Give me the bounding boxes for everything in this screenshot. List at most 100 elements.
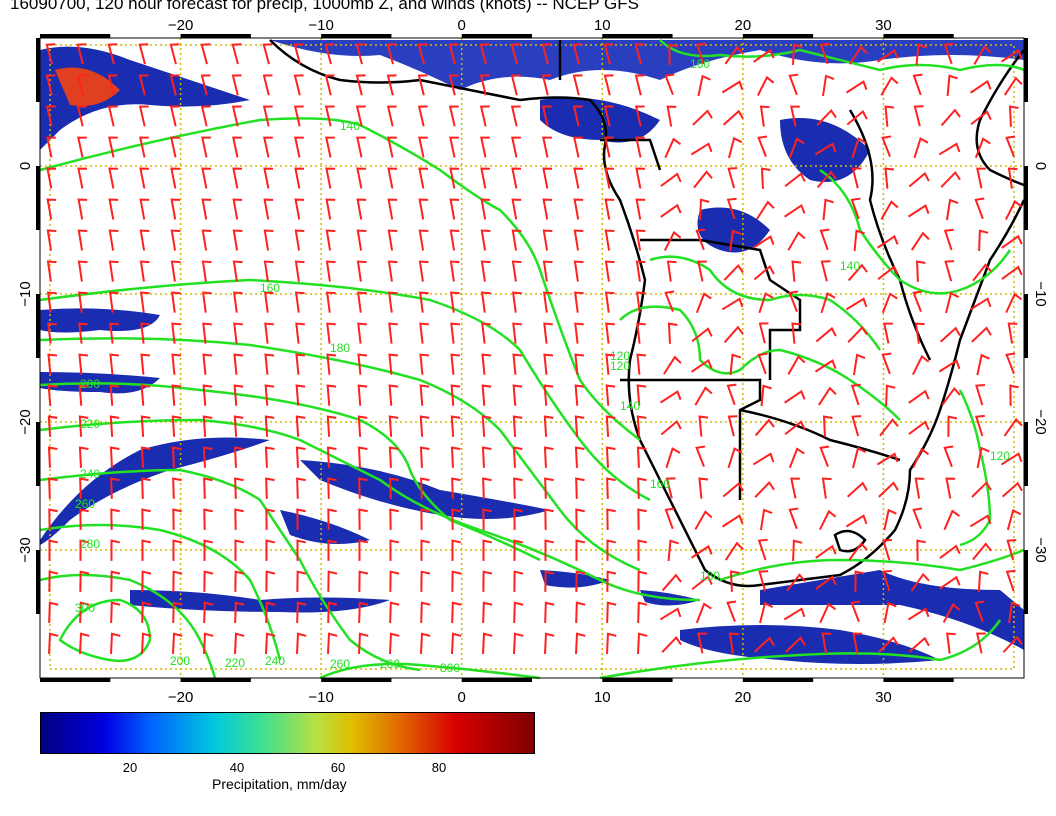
wind-barb <box>756 75 775 96</box>
wind-barb <box>263 229 274 251</box>
wind-barb <box>636 446 647 468</box>
wind-barb <box>603 43 614 65</box>
wind-barb <box>851 167 862 189</box>
wind-barb <box>759 601 774 624</box>
wind-barb <box>1001 481 1023 498</box>
wind-barb <box>511 198 522 220</box>
wind-barb <box>757 352 768 375</box>
wind-barb <box>47 415 58 437</box>
wind-barb <box>541 43 552 65</box>
wind-barb <box>752 452 775 466</box>
colorbar-tick: 40 <box>229 760 245 775</box>
wind-barb <box>78 415 89 437</box>
wind-barb <box>355 43 366 65</box>
wind-barb <box>107 43 118 65</box>
wind-barb <box>77 136 87 158</box>
wind-barb <box>881 569 892 592</box>
wind-barb <box>325 136 335 158</box>
wind-barb <box>327 632 338 654</box>
wind-barb <box>752 235 775 249</box>
wind-barb <box>666 260 677 282</box>
precip-area <box>540 570 610 588</box>
wind-barb <box>511 136 521 158</box>
wind-barb <box>451 601 462 623</box>
wind-barb <box>140 353 151 375</box>
wind-barb <box>880 76 899 96</box>
wind-barb <box>787 231 806 251</box>
wind-barb <box>293 43 304 65</box>
wind-barb <box>513 601 524 623</box>
wind-barb <box>792 539 803 561</box>
wind-barb <box>79 632 90 654</box>
wind-barb <box>543 353 554 375</box>
wind-barb <box>388 322 398 344</box>
wind-barb <box>78 446 89 468</box>
wind-barb <box>908 171 930 188</box>
wind-barb <box>977 570 989 593</box>
wind-barb <box>637 508 647 530</box>
wind-barb <box>757 135 768 158</box>
wind-barb <box>233 446 244 468</box>
wind-barb <box>201 291 212 313</box>
wind-barb <box>846 481 868 498</box>
wind-barb <box>727 415 738 437</box>
wind-barb <box>479 105 490 127</box>
wind-barb <box>141 508 151 530</box>
contour-line <box>58 598 152 663</box>
wind-barb <box>969 297 992 311</box>
wind-barb <box>635 260 646 282</box>
contour-line <box>719 548 1025 582</box>
wind-barb <box>417 43 428 65</box>
wind-barb <box>942 602 961 623</box>
coastline <box>269 39 1026 588</box>
wind-barb <box>822 74 835 97</box>
wind-barb <box>479 74 490 96</box>
wind-barb <box>574 446 585 468</box>
wind-barb <box>542 136 552 158</box>
wind-barb <box>233 384 244 406</box>
contour-label: 120 <box>610 349 630 363</box>
contour-line <box>319 662 541 680</box>
wind-barb <box>969 514 992 528</box>
wind-barb <box>294 229 305 251</box>
wind-barb <box>169 74 180 96</box>
wind-barb <box>915 43 927 66</box>
wind-barb <box>481 384 492 406</box>
wind-barb <box>234 477 244 499</box>
wind-barb <box>139 291 150 313</box>
contour-line <box>39 117 641 441</box>
contour-label: 140 <box>340 119 360 133</box>
y-tick-label: −20 <box>1032 409 1049 434</box>
wind-barb <box>170 167 181 189</box>
wind-barb <box>357 353 368 375</box>
wind-barb <box>109 353 120 375</box>
wind-barb <box>944 260 955 282</box>
wind-barb <box>171 353 182 375</box>
wind-barb <box>138 105 149 127</box>
wind-barb <box>912 354 930 375</box>
wind-barb <box>263 198 274 220</box>
wind-barb <box>542 260 553 282</box>
wind-barb <box>265 601 276 623</box>
wind-barb <box>388 353 399 375</box>
y-tick-label: −30 <box>1032 537 1049 562</box>
wind-barb <box>819 42 830 65</box>
wind-barb <box>386 74 397 96</box>
wind-barb <box>544 570 555 592</box>
wind-barb <box>108 229 119 251</box>
wind-barb <box>791 260 802 282</box>
wind-barb <box>327 477 337 499</box>
wind-barb <box>938 359 961 373</box>
wind-barb <box>325 291 336 313</box>
wind-barb <box>636 353 647 375</box>
wind-barb <box>727 447 743 469</box>
wind-barb <box>784 203 806 218</box>
wind-barb <box>76 43 87 65</box>
wind-barb <box>693 170 713 189</box>
wind-barb <box>512 353 523 375</box>
wind-barb <box>170 136 180 158</box>
wind-barb <box>973 45 992 65</box>
wind-barb <box>544 601 555 623</box>
wind-barb <box>976 167 986 189</box>
